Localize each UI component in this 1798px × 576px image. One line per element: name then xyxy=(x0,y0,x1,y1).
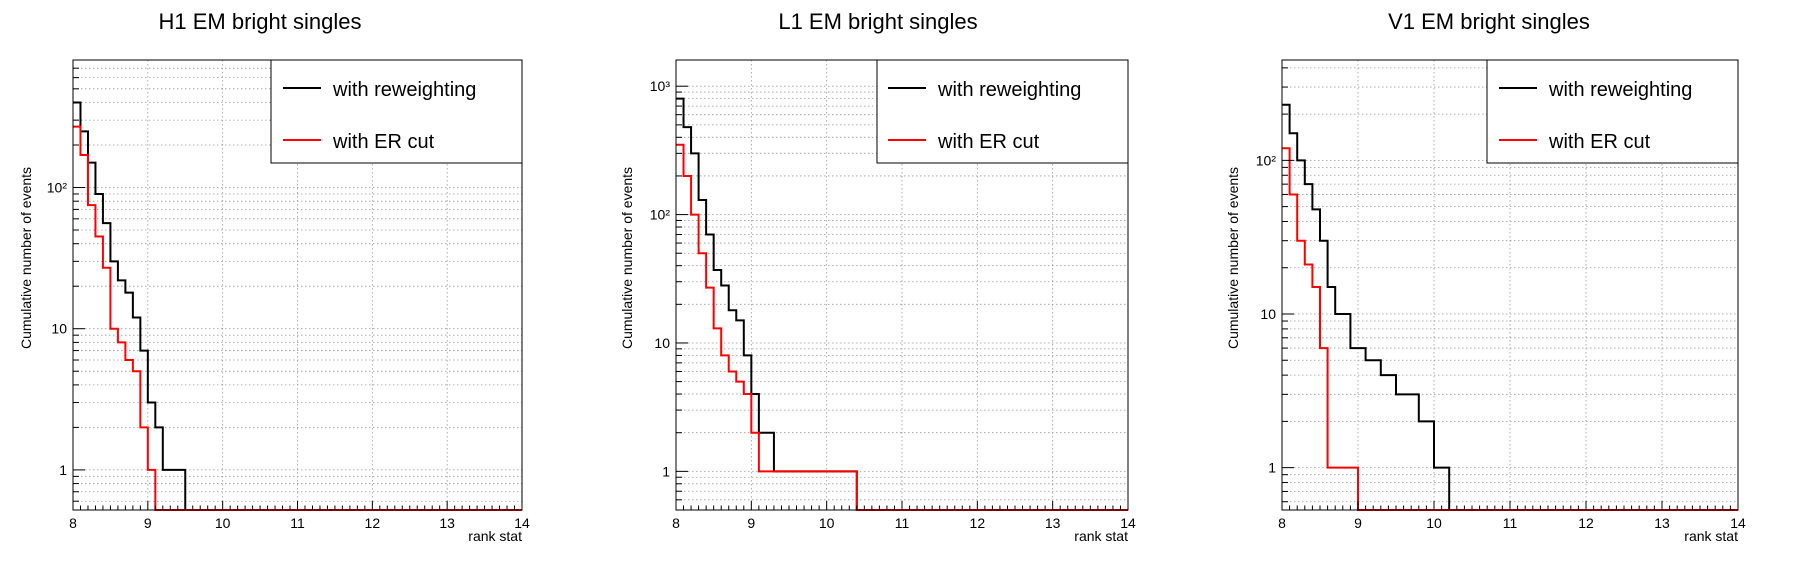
y-tick-label: 10 xyxy=(51,321,67,337)
x-tick-label: 14 xyxy=(514,515,530,531)
legend-label-reweighting: with reweighting xyxy=(332,79,476,101)
legend-box xyxy=(270,59,523,164)
legend-box xyxy=(876,59,1129,164)
y-tick-label: 10³ xyxy=(650,78,671,94)
series-with-er-cut xyxy=(73,125,522,511)
axis-ticks: 8 9 10 11 12 13 14 1 10 10² 10³ xyxy=(650,78,1136,531)
y-tick-label: 10² xyxy=(1256,152,1277,168)
x-tick-label: 12 xyxy=(365,515,381,531)
chart-title: L1 EM bright singles xyxy=(778,9,977,34)
series-with-er-cut xyxy=(1282,147,1738,511)
legend-label-reweighting: with reweighting xyxy=(937,79,1081,101)
panel-v1: V1 EM bright singles Cumulative number o… xyxy=(1225,9,1746,544)
x-tick-label: 13 xyxy=(439,515,455,531)
x-tick-label: 13 xyxy=(1654,515,1670,531)
x-tick-label: 10 xyxy=(819,515,835,531)
x-tick-label: 8 xyxy=(69,515,77,531)
x-tick-label: 11 xyxy=(1503,515,1518,531)
legend-box xyxy=(1486,59,1739,164)
x-tick-label: 11 xyxy=(895,515,910,531)
x-axis-label: rank stat xyxy=(1684,528,1738,544)
y-tick-label: 1 xyxy=(662,463,670,479)
legend: with reweighting with ER cut xyxy=(876,59,1129,164)
x-tick-label: 12 xyxy=(970,515,986,531)
x-tick-label: 13 xyxy=(1045,515,1061,531)
y-axis-label: Cumulative number of events xyxy=(1225,167,1241,349)
x-tick-label: 10 xyxy=(215,515,231,531)
x-tick-label: 9 xyxy=(1354,515,1362,531)
panel-h1: H1 EM bright singles Cumulative number o… xyxy=(18,9,530,544)
chart-title: H1 EM bright singles xyxy=(159,9,362,34)
chart-title: V1 EM bright singles xyxy=(1388,9,1590,34)
x-axis-label: rank stat xyxy=(468,528,522,544)
x-tick-label: 10 xyxy=(1426,515,1442,531)
x-tick-label: 12 xyxy=(1578,515,1594,531)
legend-label-er-cut: with ER cut xyxy=(1548,131,1651,153)
y-tick-label: 1 xyxy=(59,462,67,478)
series-with-er-cut xyxy=(676,143,1128,511)
x-tick-label: 8 xyxy=(1278,515,1286,531)
x-tick-label: 11 xyxy=(290,515,305,531)
series-with-reweighting xyxy=(73,101,522,511)
y-tick-label: 1 xyxy=(1268,460,1276,476)
series-with-reweighting xyxy=(676,97,1128,511)
x-tick-label: 14 xyxy=(1120,515,1136,531)
y-axis-label: Cumulative number of events xyxy=(18,167,34,349)
series-with-reweighting xyxy=(1282,103,1738,511)
y-tick-label: 10² xyxy=(650,207,671,223)
y-tick-label: 10 xyxy=(654,335,670,351)
y-tick-label: 10² xyxy=(47,180,68,196)
y-axis-label: Cumulative number of events xyxy=(619,167,635,349)
axis-ticks: 8 9 10 11 12 13 14 1 10 10² xyxy=(47,59,530,531)
x-axis-label: rank stat xyxy=(1074,528,1128,544)
legend: with reweighting with ER cut xyxy=(270,59,523,164)
plot-series xyxy=(1282,103,1738,511)
x-tick-label: 9 xyxy=(747,515,755,531)
x-tick-label: 8 xyxy=(672,515,680,531)
axis-ticks: 8 9 10 11 12 13 14 1 10 10² xyxy=(1256,67,1746,531)
y-tick-label: 10 xyxy=(1260,306,1276,322)
x-tick-label: 9 xyxy=(144,515,152,531)
x-tick-label: 14 xyxy=(1730,515,1746,531)
plot-series xyxy=(676,97,1128,511)
legend: with reweighting with ER cut xyxy=(1486,59,1739,164)
legend-label-reweighting: with reweighting xyxy=(1548,79,1692,101)
legend-label-er-cut: with ER cut xyxy=(332,131,435,153)
legend-label-er-cut: with ER cut xyxy=(937,131,1040,153)
panel-l1: L1 EM bright singles Cumulative number o… xyxy=(619,9,1136,544)
plot-series xyxy=(73,101,522,511)
